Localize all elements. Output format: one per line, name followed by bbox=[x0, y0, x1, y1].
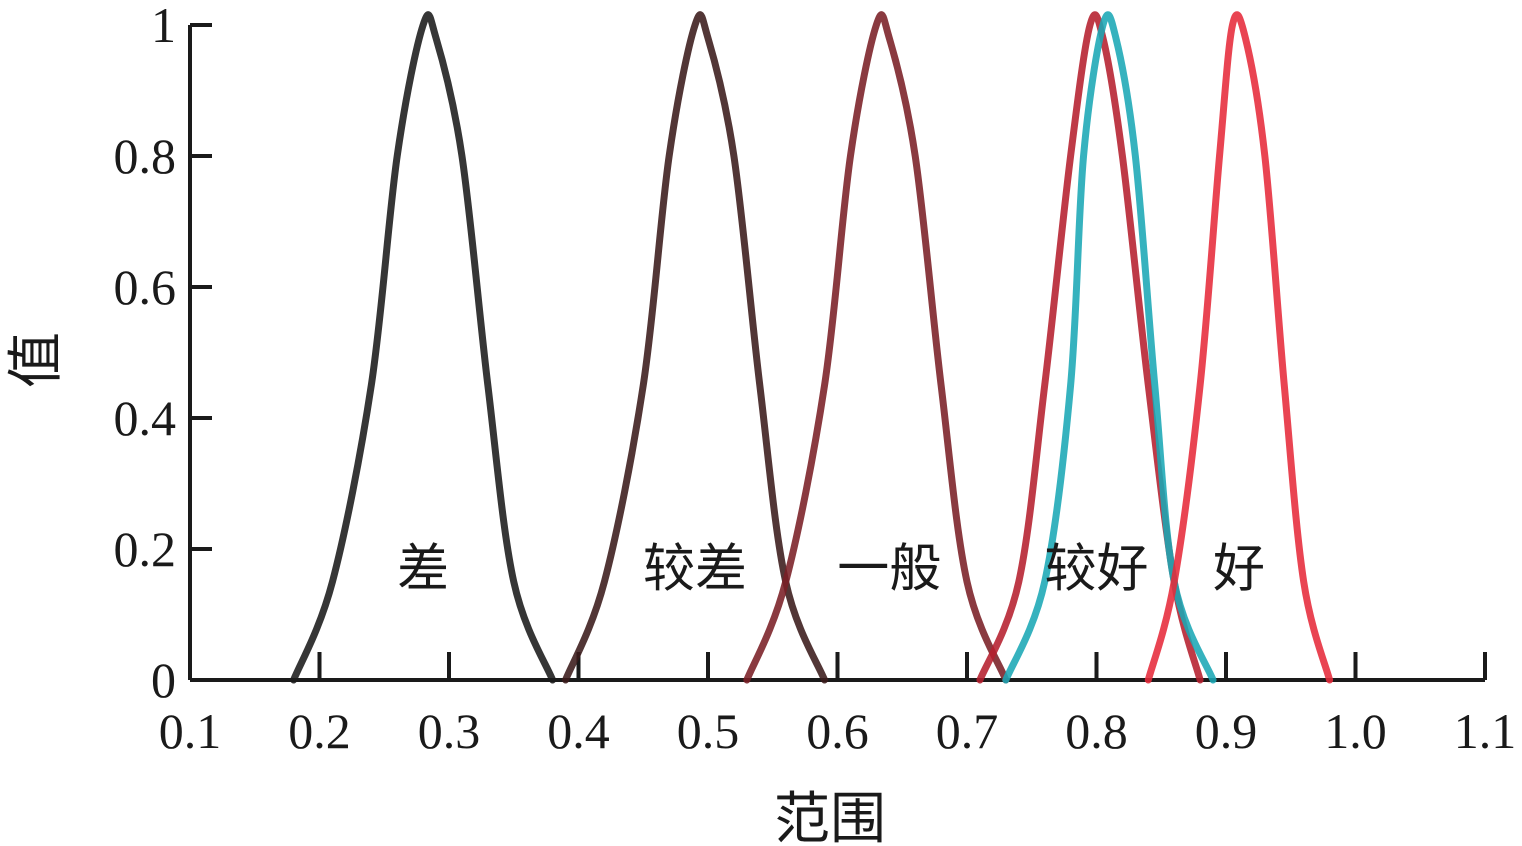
y-ticks: 0 0.2 0.4 0.6 0.8 1 bbox=[114, 0, 212, 708]
series-label: 较好 bbox=[1044, 540, 1148, 600]
series-curve bbox=[743, 11, 1010, 684]
x-axis-title: 范围 bbox=[774, 787, 886, 846]
x-tick-label: 1.0 bbox=[1324, 703, 1387, 759]
series-group bbox=[290, 11, 1334, 684]
series-curve bbox=[290, 11, 557, 684]
x-ticks: 0.1 0.2 0.3 0.4 0.5 0.6 0.7 0.8 0.9 1.0 1.1 bbox=[159, 652, 1517, 759]
series-label: 一般 bbox=[837, 540, 941, 600]
x-tick-label: 0.2 bbox=[288, 703, 351, 759]
y-tick-label: 0 bbox=[151, 652, 176, 708]
y-tick-label: 1 bbox=[151, 0, 176, 53]
series-curve bbox=[562, 11, 829, 684]
series-curve bbox=[1002, 11, 1217, 684]
y-tick-label: 0.2 bbox=[114, 521, 177, 577]
x-tick-label: 0.6 bbox=[806, 703, 869, 759]
x-tick-label: 0.9 bbox=[1195, 703, 1258, 759]
y-tick-label: 0.8 bbox=[114, 128, 177, 184]
x-tick-label: 0.1 bbox=[159, 703, 222, 759]
x-tick-label: 0.3 bbox=[418, 703, 481, 759]
x-tick-label: 1.1 bbox=[1454, 703, 1517, 759]
series-label: 较差 bbox=[643, 540, 747, 600]
x-tick-label: 0.5 bbox=[677, 703, 740, 759]
x-tick-label: 0.4 bbox=[547, 703, 610, 759]
x-tick-label: 0.7 bbox=[936, 703, 999, 759]
y-tick-label: 0.4 bbox=[114, 390, 177, 446]
series-curve bbox=[1144, 11, 1334, 684]
y-axis-title: 值 bbox=[4, 332, 69, 388]
series-labels: 差 较差 一般 较好 好 bbox=[397, 540, 1265, 600]
series-label: 差 bbox=[397, 540, 449, 600]
x-tick-label: 0.8 bbox=[1065, 703, 1128, 759]
y-tick-label: 0.6 bbox=[114, 259, 177, 315]
series-label: 好 bbox=[1213, 540, 1265, 600]
